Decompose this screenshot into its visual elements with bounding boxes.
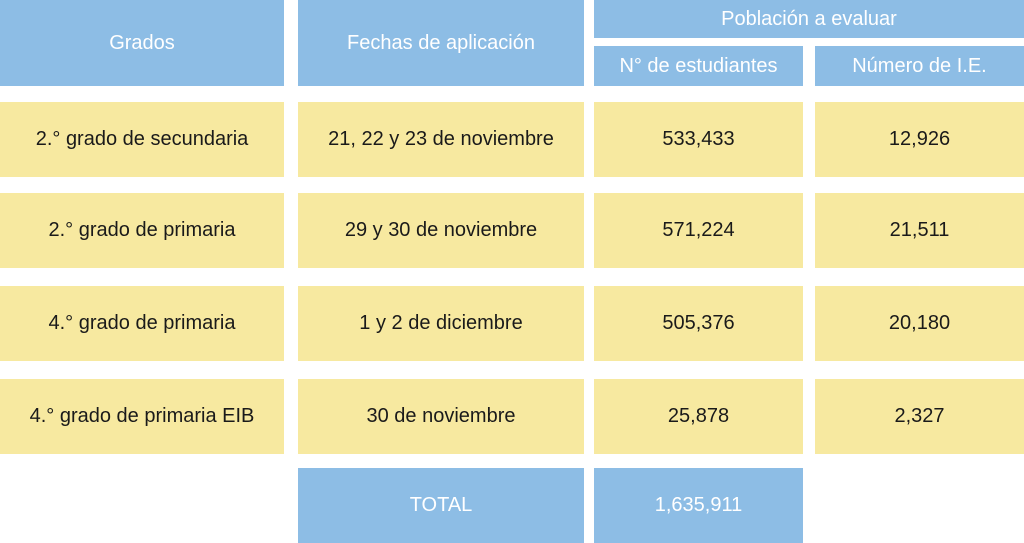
total-label-cell: TOTAL	[298, 468, 584, 543]
grado-text: 2.° grado de secundaria	[35, 128, 249, 150]
table-row-3-estudiantes: 505,376	[594, 286, 803, 361]
table-row-1-fecha: 21, 22 y 23 de noviembre	[298, 102, 584, 177]
total-estudiantes: 1,635,911	[654, 494, 743, 516]
estudiantes-text: 571,224	[662, 219, 735, 241]
table-row-3-grado: 4.° grado de primaria	[0, 286, 284, 361]
fecha-text: 21, 22 y 23 de noviembre	[328, 128, 554, 150]
table-row-4-fecha: 30 de noviembre	[298, 379, 584, 454]
table-row-2-fecha: 29 y 30 de noviembre	[298, 193, 584, 268]
total-label: TOTAL	[409, 494, 473, 516]
table-row-1-ie: 12,926	[815, 102, 1024, 177]
header-numero-ie-label: Número de I.E.	[852, 54, 987, 77]
header-n-estudiantes: N° de estudiantes	[594, 46, 803, 86]
grado-text: 2.° grado de primaria	[48, 219, 236, 241]
table-row-2-estudiantes: 571,224	[594, 193, 803, 268]
ie-text: 2,327	[894, 405, 945, 427]
table-row-4-estudiantes: 25,878	[594, 379, 803, 454]
fecha-text: 1 y 2 de diciembre	[359, 312, 523, 334]
table-row-1-grado: 2.° grado de secundaria	[0, 102, 284, 177]
fecha-text: 30 de noviembre	[366, 405, 516, 427]
table-row-4-ie: 2,327	[815, 379, 1024, 454]
table-row-3-ie: 20,180	[815, 286, 1024, 361]
table-row-2-ie: 21,511	[815, 193, 1024, 268]
header-poblacion: Población a evaluar	[594, 0, 1024, 38]
fecha-text: 29 y 30 de noviembre	[344, 219, 538, 241]
header-numero-ie: Número de I.E.	[815, 46, 1024, 86]
grado-text: 4.° grado de primaria EIB	[29, 405, 255, 427]
ie-text: 12,926	[888, 128, 951, 150]
table-row-3-fecha: 1 y 2 de diciembre	[298, 286, 584, 361]
total-estudiantes-cell: 1,635,911	[594, 468, 803, 543]
estudiantes-text: 25,878	[667, 405, 730, 427]
header-poblacion-label: Población a evaluar	[721, 7, 897, 30]
header-n-estudiantes-label: N° de estudiantes	[619, 54, 778, 77]
estudiantes-text: 533,433	[662, 128, 735, 150]
ie-text: 21,511	[889, 219, 950, 241]
table-row-1-estudiantes: 533,433	[594, 102, 803, 177]
header-grados-label: Grados	[109, 31, 175, 54]
estudiantes-text: 505,376	[662, 312, 735, 334]
ie-text: 20,180	[888, 312, 951, 334]
header-fechas-label: Fechas de aplicación	[347, 31, 535, 54]
grado-text: 4.° grado de primaria	[48, 312, 236, 334]
header-grados: Grados	[0, 0, 284, 86]
table-row-2-grado: 2.° grado de primaria	[0, 193, 284, 268]
header-fechas: Fechas de aplicación	[298, 0, 584, 86]
table-row-4-grado: 4.° grado de primaria EIB	[0, 379, 284, 454]
